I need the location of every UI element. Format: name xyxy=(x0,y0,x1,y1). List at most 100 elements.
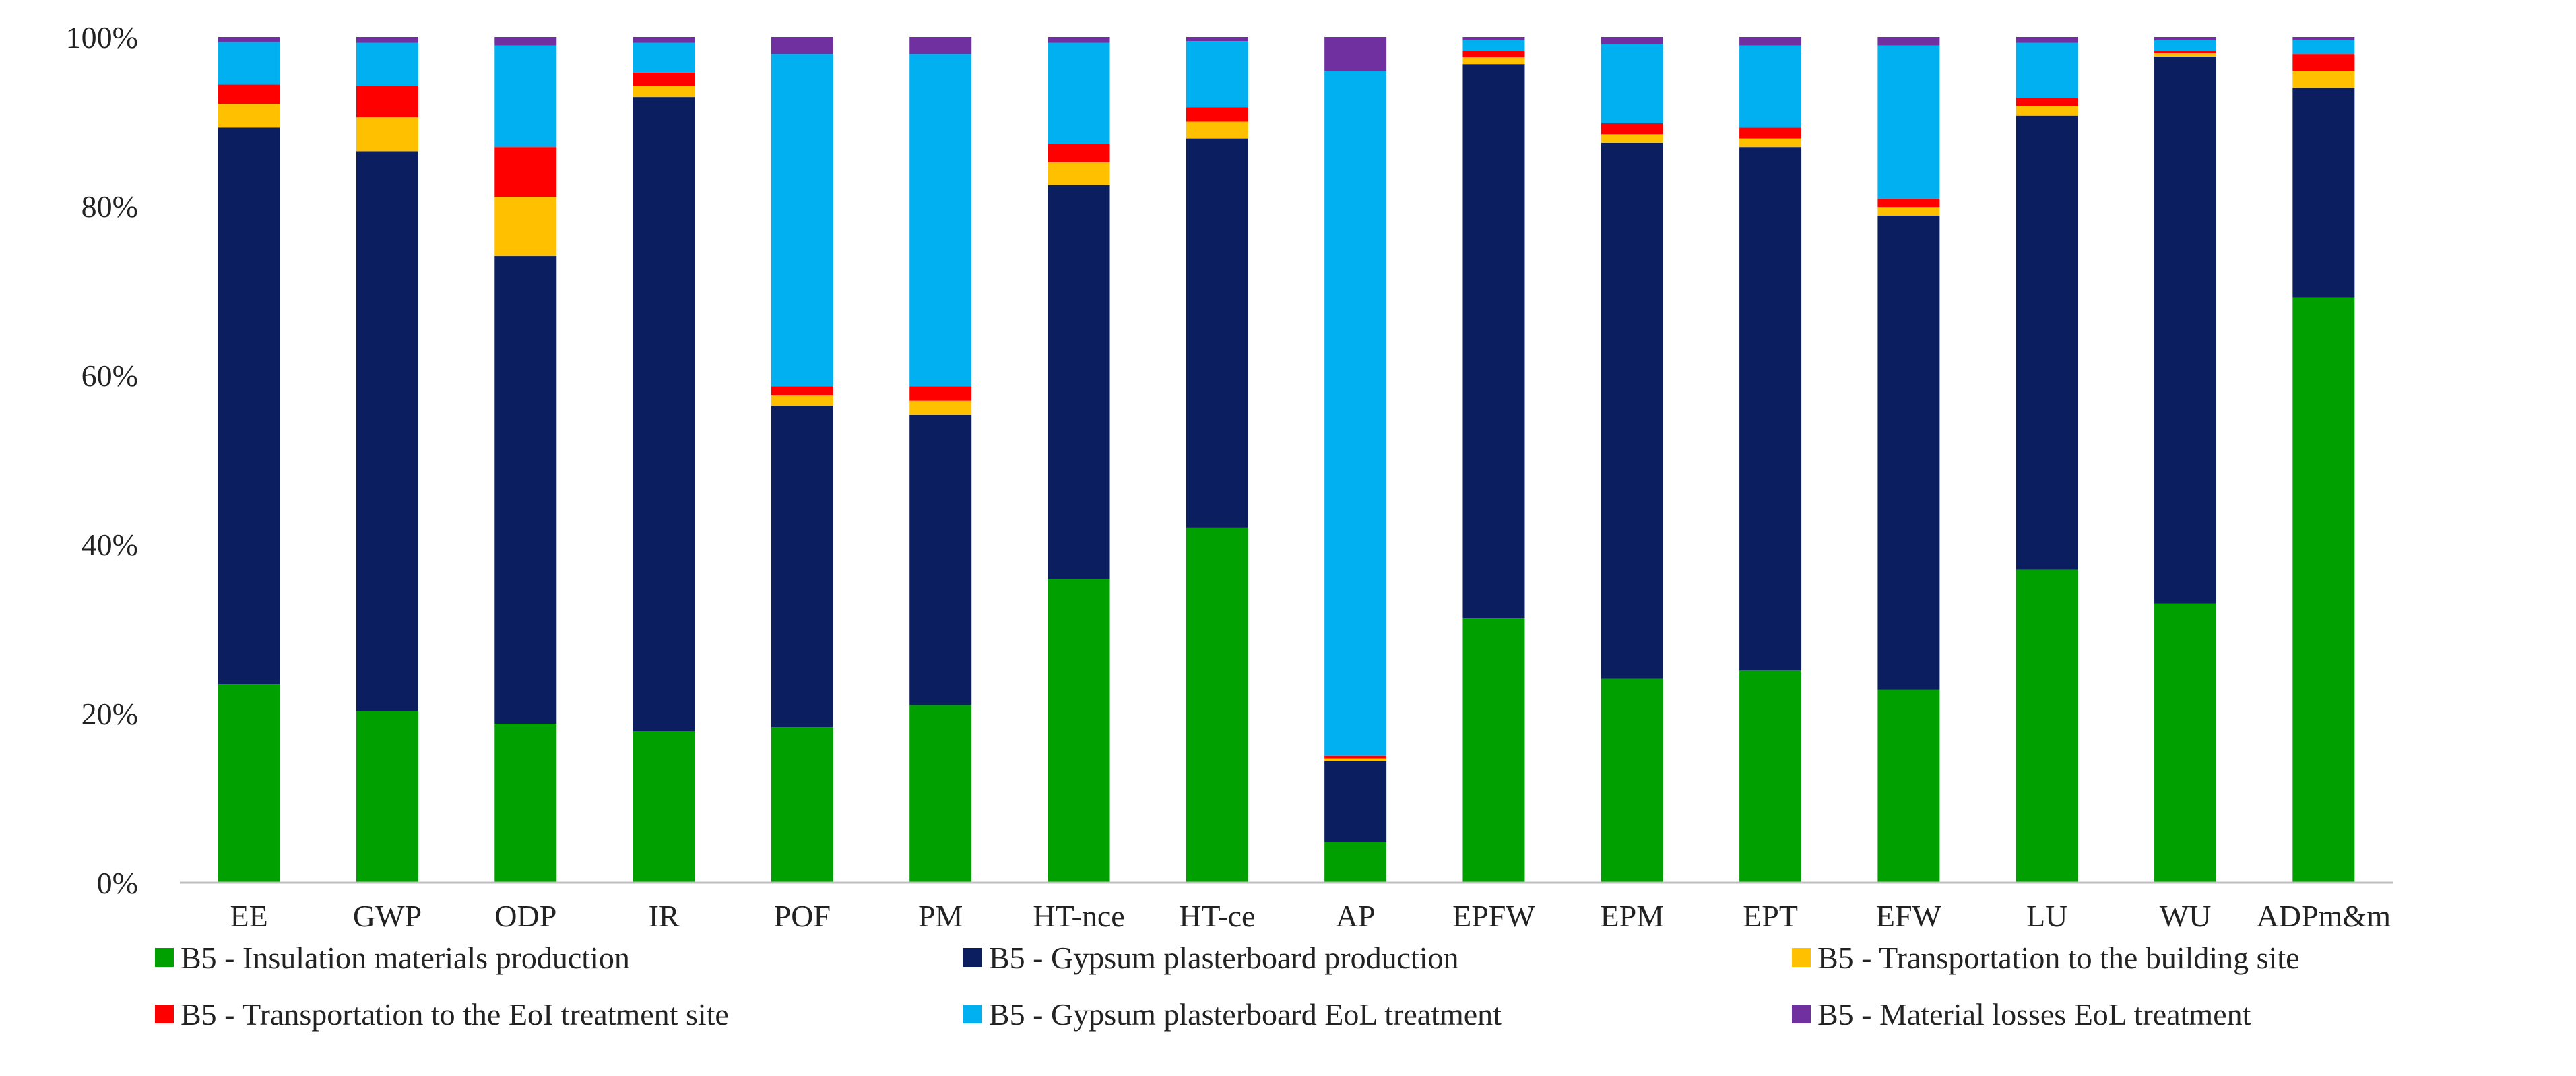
x-tick-label: AP xyxy=(1336,899,1376,933)
bar-segment-ht-ce-series-4 xyxy=(1186,107,1248,122)
bar-segment-ir-series-5 xyxy=(633,42,695,73)
bar-segment-ht-nce-series-4 xyxy=(1048,144,1110,162)
legend-swatch xyxy=(963,948,982,967)
bar-segment-ap-series-3 xyxy=(1324,758,1387,761)
bar-segment-efw-series-3 xyxy=(1877,207,1940,216)
bar-segment-odp-series-6 xyxy=(494,37,557,46)
bar-segment-gwp-series-2 xyxy=(356,151,418,711)
bar-segment-ap-series-4 xyxy=(1324,755,1387,759)
bar-segment-ee-series-4 xyxy=(218,84,280,104)
bar-segment-adpm-m-series-1 xyxy=(2292,297,2355,883)
bar-segment-pof-series-6 xyxy=(771,37,833,55)
legend-swatch xyxy=(963,1005,982,1023)
bar-segment-adpm-m-series-5 xyxy=(2292,40,2355,55)
bar-segment-ht-ce-series-5 xyxy=(1186,41,1248,108)
x-tick-label: EFW xyxy=(1876,899,1942,933)
bar-segment-ee-series-1 xyxy=(218,684,280,883)
bar-segment-ept-series-4 xyxy=(1739,127,1802,139)
bar-segment-ee-series-5 xyxy=(218,42,280,85)
y-tick-label: 40% xyxy=(82,528,138,562)
bar-segment-pm-series-6 xyxy=(909,37,972,55)
bar-segment-gwp-series-5 xyxy=(356,42,418,86)
bar-segment-ir-series-1 xyxy=(633,731,695,883)
bar-segment-ept-series-1 xyxy=(1739,670,1802,883)
y-tick-label: 100% xyxy=(66,20,138,55)
legend-label: B5 - Insulation materials production xyxy=(181,941,630,975)
bar-segment-ht-ce-series-6 xyxy=(1186,37,1248,42)
legend-label: B5 - Transportation to the EoI treatment… xyxy=(181,997,729,1032)
bar-segment-wu-series-3 xyxy=(2154,53,2217,57)
bar-segment-epm-series-5 xyxy=(1601,44,1663,124)
x-tick-label: IR xyxy=(649,899,680,933)
bar-segment-epfw-series-6 xyxy=(1462,37,1525,41)
bar-segment-wu-series-2 xyxy=(2154,56,2217,604)
y-tick-label: 80% xyxy=(82,189,138,224)
bar-segment-pof-series-4 xyxy=(771,386,833,396)
bar-segment-wu-series-5 xyxy=(2154,40,2217,51)
bar-segment-ir-series-4 xyxy=(633,72,695,86)
bar-segment-lu-series-6 xyxy=(2016,37,2078,43)
legend-swatch xyxy=(1792,948,1811,967)
bar-segment-ht-nce-series-6 xyxy=(1048,37,1110,43)
bar-segment-ir-series-3 xyxy=(633,86,695,98)
bar-segment-odp-series-3 xyxy=(494,197,557,257)
bar-segment-pm-series-4 xyxy=(909,386,972,401)
bar-segment-ap-series-2 xyxy=(1324,761,1387,842)
bar-segment-ht-ce-series-1 xyxy=(1186,527,1248,883)
bar-segment-epm-series-2 xyxy=(1601,142,1663,679)
bar-segment-ept-series-2 xyxy=(1739,147,1802,670)
x-tick-label: HT-ce xyxy=(1179,899,1255,933)
x-tick-label: ODP xyxy=(494,899,556,933)
bar-segment-ht-ce-series-3 xyxy=(1186,121,1248,139)
bar-segment-adpm-m-series-3 xyxy=(2292,71,2355,88)
bar-segment-epfw-series-2 xyxy=(1462,64,1525,619)
legend-label: B5 - Material losses EoL treatment xyxy=(1817,997,2251,1032)
bar-segment-ht-nce-series-5 xyxy=(1048,42,1110,144)
bar-segment-adpm-m-series-4 xyxy=(2292,54,2355,71)
bar-segment-efw-series-2 xyxy=(1877,215,1940,690)
bar-segment-ee-series-6 xyxy=(218,37,280,42)
bar-segment-odp-series-5 xyxy=(494,45,557,148)
x-tick-label: EPM xyxy=(1600,899,1664,933)
bar-segment-pm-series-2 xyxy=(909,414,972,705)
bar-segment-lu-series-4 xyxy=(2016,98,2078,106)
bar-segment-epm-series-1 xyxy=(1601,678,1663,883)
bar-segment-lu-series-3 xyxy=(2016,106,2078,116)
bar-segment-ee-series-3 xyxy=(218,104,280,128)
legend-label: B5 - Gypsum plasterboard EoL treatment xyxy=(989,997,1502,1032)
y-tick-label: 20% xyxy=(82,697,138,731)
bar-segment-lu-series-5 xyxy=(2016,42,2078,98)
bar-segment-pm-series-1 xyxy=(909,705,972,883)
bar-segment-epm-series-4 xyxy=(1601,123,1663,135)
x-tick-label: WU xyxy=(2160,899,2212,933)
y-axis-ticks: 0% 20% 40% 60% 80% 100% xyxy=(66,20,138,900)
bar-segment-ht-nce-series-3 xyxy=(1048,162,1110,185)
bar-segment-odp-series-2 xyxy=(494,256,557,724)
bar-segment-epfw-series-5 xyxy=(1462,40,1525,51)
legend-label: B5 - Transportation to the building site xyxy=(1817,941,2300,975)
bar-segment-efw-series-1 xyxy=(1877,689,1940,883)
x-tick-label: LU xyxy=(2026,899,2067,933)
bar-segment-pm-series-5 xyxy=(909,54,972,387)
bar-segment-gwp-series-6 xyxy=(356,37,418,43)
bar-segment-odp-series-1 xyxy=(494,724,557,883)
legend-swatch xyxy=(155,1005,174,1023)
x-tick-label: PM xyxy=(918,899,963,933)
bar-segment-ht-ce-series-2 xyxy=(1186,138,1248,528)
bar-segment-ir-series-2 xyxy=(633,97,695,732)
legend-swatch xyxy=(155,948,174,967)
bar-segment-pm-series-3 xyxy=(909,400,972,415)
legend-label: B5 - Gypsum plasterboard production xyxy=(989,941,1459,975)
bar-segment-wu-series-4 xyxy=(2154,51,2217,53)
bar-segment-efw-series-5 xyxy=(1877,45,1940,199)
x-tick-label: HT-nce xyxy=(1033,899,1124,933)
x-tick-label: GWP xyxy=(353,899,422,933)
bar-segment-gwp-series-4 xyxy=(356,86,418,118)
bar-segment-ap-series-5 xyxy=(1324,71,1387,756)
bar-segment-efw-series-6 xyxy=(1877,37,1940,46)
bar-segment-ee-series-2 xyxy=(218,127,280,685)
bar-segment-gwp-series-1 xyxy=(356,711,418,883)
bar-segment-epfw-series-3 xyxy=(1462,57,1525,65)
